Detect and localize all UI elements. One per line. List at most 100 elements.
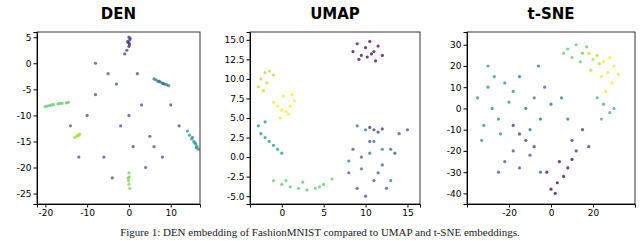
- point: [360, 155, 363, 158]
- tick: 5: [26, 33, 37, 43]
- caption: Figure 1: DEN embedding of FashionMNIST …: [120, 226, 520, 238]
- point: [301, 181, 304, 184]
- tick-label: 5: [321, 208, 327, 218]
- tick-label: 10.0: [224, 74, 244, 84]
- tick: 12.5: [224, 55, 250, 65]
- point: [381, 127, 384, 130]
- point: [314, 187, 317, 190]
- point: [575, 149, 578, 152]
- point: [581, 128, 584, 131]
- tick: -10: [80, 204, 95, 218]
- point: [507, 100, 510, 103]
- tick-label: 10: [360, 208, 372, 218]
- point: [524, 139, 527, 142]
- point: [293, 99, 296, 102]
- y-axis: -25-20-15-10-505: [17, 33, 38, 205]
- point: [610, 81, 613, 84]
- point: [370, 52, 373, 55]
- tick: -2.5: [227, 172, 250, 182]
- tick: 5: [321, 204, 327, 218]
- point: [287, 112, 290, 115]
- tick: 0: [127, 204, 133, 218]
- point: [280, 152, 283, 155]
- point: [148, 135, 151, 138]
- point: [161, 81, 164, 84]
- tick: 0.0: [230, 152, 250, 162]
- tick: -40: [447, 189, 467, 199]
- point: [356, 187, 359, 190]
- point: [579, 60, 582, 63]
- tick: 0: [456, 104, 467, 114]
- point: [598, 62, 601, 65]
- title: UMAP: [310, 5, 360, 23]
- point: [539, 117, 542, 120]
- point: [528, 154, 531, 157]
- tick-mark: [247, 79, 251, 80]
- point: [381, 148, 384, 151]
- point: [272, 179, 275, 182]
- point: [377, 130, 380, 133]
- plot-frame: [37, 32, 200, 204]
- tick-mark: [464, 45, 468, 46]
- point: [262, 89, 265, 92]
- tick-label: 7.5: [230, 94, 244, 104]
- tick: 10: [450, 83, 467, 93]
- point: [188, 134, 191, 137]
- point: [497, 171, 500, 174]
- point: [393, 152, 396, 155]
- tick-mark: [34, 141, 38, 142]
- point: [570, 139, 573, 142]
- tick-label: -10: [80, 208, 95, 218]
- point: [357, 58, 360, 61]
- tick-label: 15: [402, 208, 413, 218]
- tick: -10: [17, 111, 37, 121]
- point: [178, 124, 181, 127]
- point: [127, 171, 130, 174]
- point: [596, 54, 599, 57]
- tick-label: 12.5: [224, 55, 244, 65]
- point: [372, 140, 375, 143]
- tick-mark: [34, 194, 38, 195]
- point: [585, 45, 588, 48]
- point: [499, 132, 502, 135]
- axis-line: [34, 33, 38, 205]
- title: t-SNE: [528, 5, 575, 23]
- panel: UMAP051015-5.0-2.50.02.55.07.510.012.515…: [224, 5, 420, 218]
- point: [602, 103, 605, 106]
- point: [144, 166, 147, 169]
- point: [360, 167, 363, 170]
- point: [368, 126, 371, 129]
- tick: -15: [17, 137, 37, 147]
- point: [581, 52, 584, 55]
- point: [575, 43, 578, 46]
- point: [512, 149, 515, 152]
- tick-mark: [247, 98, 251, 99]
- tick: -30: [447, 168, 467, 178]
- tick: 0: [26, 59, 37, 69]
- tick-mark: [464, 172, 468, 173]
- tick-label: 10: [166, 208, 178, 218]
- point: [284, 179, 287, 182]
- tick-label: 0: [127, 208, 133, 218]
- point: [558, 160, 561, 163]
- tick: 7.5: [230, 94, 250, 104]
- point: [570, 56, 573, 59]
- tick-mark: [247, 59, 251, 60]
- tick-label: 20: [588, 208, 600, 218]
- point: [591, 58, 594, 61]
- point: [58, 102, 61, 105]
- point: [195, 146, 198, 149]
- point: [102, 155, 105, 158]
- point: [94, 93, 97, 96]
- tick: 10: [360, 204, 372, 218]
- point: [518, 166, 521, 169]
- point: [368, 140, 371, 143]
- point: [127, 183, 130, 186]
- point: [503, 160, 506, 163]
- axis-line: [251, 205, 421, 208]
- point: [604, 90, 607, 93]
- tick: -20: [39, 204, 54, 218]
- point: [606, 71, 609, 74]
- tick-label: -40: [447, 189, 462, 199]
- tick-label: 10: [450, 83, 462, 93]
